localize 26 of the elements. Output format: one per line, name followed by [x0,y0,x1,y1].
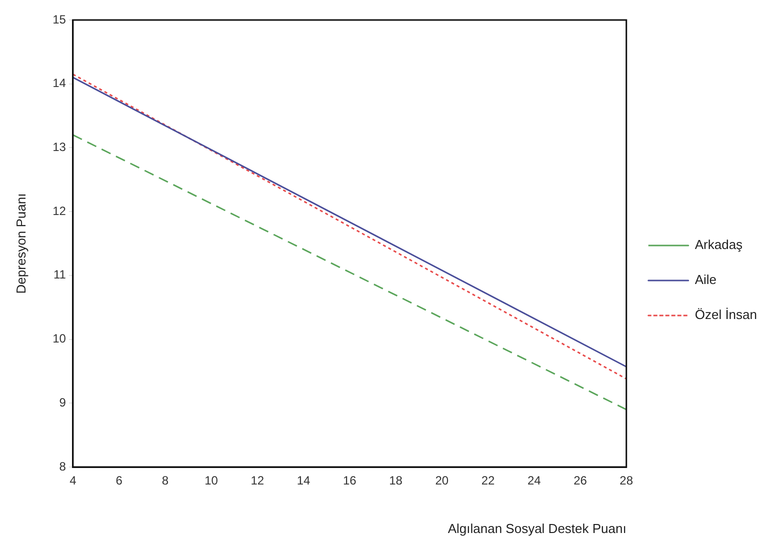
y-tick-label: 11 [53,268,66,282]
legend-label: Arkadaş [694,237,744,252]
x-tick-label: 8 [162,474,169,488]
legend-label: Özel İnsan [694,307,758,322]
y-tick-label: 14 [52,76,66,90]
x-tick-label: 24 [527,474,542,488]
x-axis-title: Algılanan Sosyal Destek Puanı [448,520,626,536]
x-tick-label: 18 [389,474,403,488]
y-tick-label: 8 [59,459,66,474]
y-tick-label: 12 [52,204,66,218]
legend-label: Aile [694,272,717,288]
y-axis-title: Depresyon Puanı [13,193,28,294]
x-tick-label: 12 [250,474,264,488]
y-tick-label: 10 [52,332,66,346]
x-tick-label: 22 [481,474,495,488]
x-tick-label: 16 [342,474,357,488]
y-tick-label: 13 [52,140,66,154]
x-tick-label: 28 [620,474,634,488]
x-tick-label: 20 [435,474,449,488]
y-tick-label: 15 [52,12,66,26]
x-tick-label: 10 [204,474,218,488]
x-tick-label: 26 [574,474,588,488]
x-tick-label: 4 [70,474,77,488]
x-tick-label: 14 [296,474,311,488]
y-tick-label: 9 [59,395,66,410]
x-tick-label: 6 [116,474,123,488]
